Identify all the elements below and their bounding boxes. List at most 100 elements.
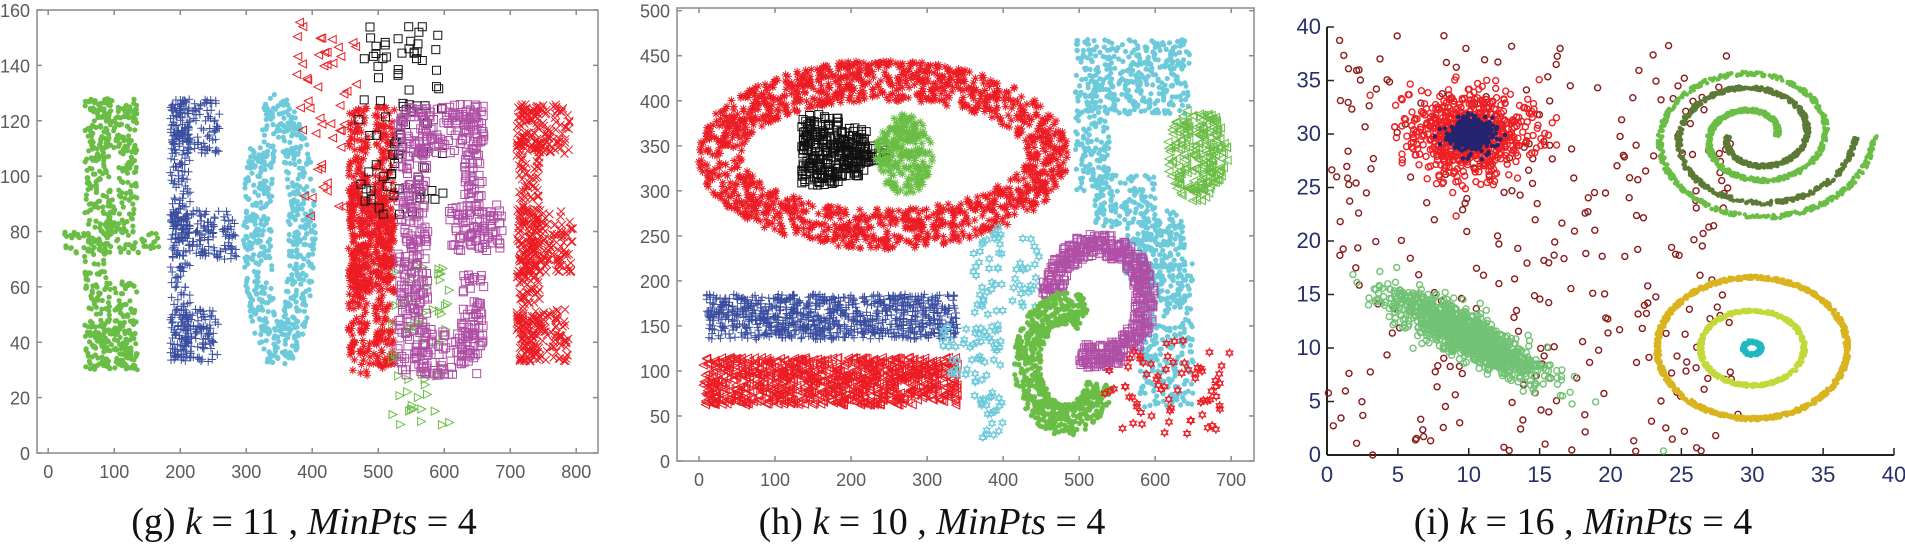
data-point [287,148,293,154]
data-point [355,256,364,265]
data-point [305,151,311,157]
x-tick-label: 0 [43,462,53,482]
data-point [362,299,371,308]
data-point [68,245,74,251]
data-point [119,351,125,357]
data-point [304,103,315,114]
data-point [269,176,275,182]
data-point [97,333,103,339]
data-point [302,302,309,308]
data-point [300,217,306,223]
data-point [248,232,254,238]
data-point [290,355,296,361]
data-point [783,110,791,119]
data-point [98,317,104,323]
x-tick-label: 600 [429,462,459,482]
data-point [185,156,194,165]
data-point [346,343,355,352]
data-point [302,96,313,106]
data-point [354,318,363,327]
data-point [96,241,102,247]
data-point [249,170,255,176]
data-point [423,389,433,400]
data-point [134,289,140,295]
data-point [265,309,271,315]
data-point [251,182,257,188]
data-point [107,286,113,292]
data-point [531,306,541,316]
data-point [254,283,260,289]
data-point [101,257,107,263]
data-point [108,108,114,114]
data-point [393,70,403,80]
data-point [353,152,362,161]
data-point [82,322,88,328]
data-point [373,333,381,342]
data-point [126,137,132,143]
data-point [257,340,263,346]
data-point [109,98,115,104]
data-point [535,285,544,295]
data-point [327,133,338,143]
data-point [108,342,115,348]
data-point [357,128,366,136]
data-point [241,222,247,228]
data-point [117,326,123,332]
data-point [103,275,109,281]
data-point [294,187,301,193]
data-point [390,105,399,114]
data-point [101,210,107,216]
data-point [85,133,91,139]
data-point [515,170,524,180]
data-point [288,214,294,220]
data-point [130,211,136,217]
data-point [95,177,101,183]
data-point [116,221,122,227]
data-point [290,314,296,320]
data-point [437,419,448,430]
cluster-0 [62,96,162,373]
data-point [365,359,374,368]
data-point [308,229,315,235]
data-point [197,357,205,366]
data-point [106,135,112,142]
data-point [381,256,390,265]
data-point [92,100,98,106]
data-point [100,204,106,210]
data-point [99,134,105,140]
data-point [263,280,269,286]
data-point [253,290,260,296]
data-point [112,365,118,371]
data-point [272,106,279,112]
data-point [92,324,99,330]
data-point [348,319,357,328]
data-point [438,188,448,198]
data-point [284,176,291,182]
data-point [296,158,302,164]
data-point [247,146,253,152]
data-point [282,332,288,338]
data-point [301,308,307,314]
data-point [295,318,301,325]
data-point [116,143,122,149]
data-point [98,228,104,234]
data-point [350,41,361,52]
data-point [267,255,273,261]
data-point [300,174,306,180]
data-point [101,247,107,253]
data-point [122,286,128,292]
data-point [286,237,292,243]
data-point [244,208,250,214]
data-point [363,229,372,238]
data-point [131,206,137,212]
data-point [289,248,295,254]
data-point [105,300,111,306]
data-point [294,250,300,256]
data-point [285,218,291,224]
data-point [94,271,100,277]
data-point [298,143,304,149]
data-point [381,308,390,316]
data-point [172,273,181,281]
data-point [126,197,132,203]
data-point [103,305,109,312]
